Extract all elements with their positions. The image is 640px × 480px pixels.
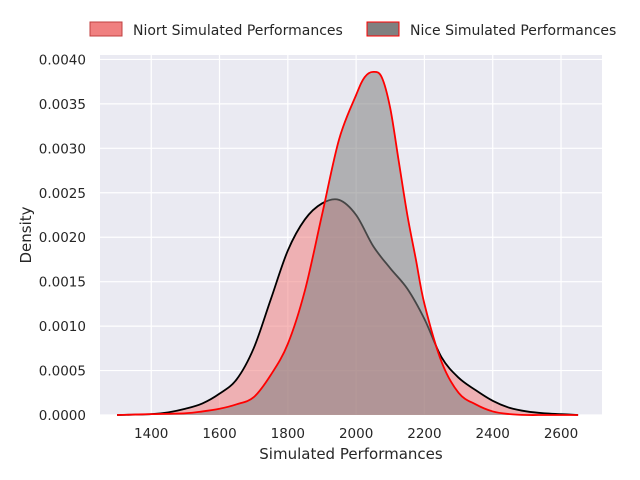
density-area-series-1: [117, 71, 579, 416]
x-tick-label: 1800: [271, 426, 305, 442]
density-line-series-1: [117, 70, 579, 416]
y-tick-label: 0.0020: [39, 230, 86, 246]
legend-label-niort: Niort Simulated Performances: [133, 23, 343, 39]
y-tick-label: 0.0000: [39, 408, 86, 424]
legend-swatch-niort: [89, 21, 123, 37]
legend: Niort Simulated Performances Nice Simula…: [89, 21, 616, 39]
y-axis-label: Density: [17, 206, 35, 263]
x-tick-label: 2200: [407, 426, 441, 442]
y-tick-label: 0.0010: [39, 319, 86, 335]
legend-swatch-nice: [366, 21, 400, 37]
x-tick-label: 2400: [476, 426, 510, 442]
x-tick-label: 1400: [134, 426, 168, 442]
y-tick-label: 0.0030: [39, 141, 86, 157]
x-axis-label: Simulated Performances: [259, 445, 443, 463]
legend-label-nice: Nice Simulated Performances: [410, 23, 616, 39]
x-axis-ticks: 1400 1600 1800 2000 2200 2400 2600: [134, 426, 578, 442]
x-tick-label: 2600: [544, 426, 578, 442]
y-tick-label: 0.0005: [39, 364, 86, 380]
y-tick-label: 0.0035: [39, 97, 86, 113]
y-tick-label: 0.0025: [39, 186, 86, 202]
y-axis-ticks: 0.0000 0.0005 0.0010 0.0015 0.0020 0.0025 0.00…: [39, 52, 86, 424]
x-tick-label: 2000: [339, 426, 373, 442]
x-tick-label: 1600: [202, 426, 236, 442]
density-series: [117, 70, 579, 416]
y-tick-label: 0.0040: [39, 52, 86, 68]
y-tick-label: 0.0015: [39, 275, 86, 291]
